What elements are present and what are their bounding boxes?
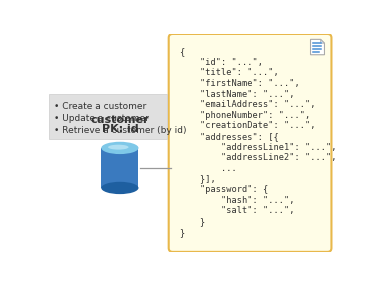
Text: "password": {: "password": {	[179, 185, 268, 194]
Polygon shape	[320, 39, 324, 43]
Text: "title": "...",: "title": "...",	[179, 68, 279, 77]
Text: • Retrieve a customer (by id): • Retrieve a customer (by id)	[54, 126, 186, 135]
Text: "salt": "...",: "salt": "...",	[179, 206, 294, 215]
Text: }: }	[179, 228, 184, 237]
FancyBboxPatch shape	[169, 34, 332, 252]
FancyBboxPatch shape	[101, 148, 138, 188]
Text: "addresses": [{: "addresses": [{	[179, 132, 279, 141]
Text: }: }	[179, 217, 205, 226]
Ellipse shape	[108, 145, 128, 150]
Text: ...: ...	[179, 164, 236, 173]
Text: "addressLine2": "...",: "addressLine2": "...",	[179, 153, 336, 162]
Polygon shape	[310, 39, 324, 55]
Text: • Update a customer: • Update a customer	[54, 114, 149, 123]
Ellipse shape	[101, 182, 138, 194]
Text: "hash": "...",: "hash": "...",	[179, 196, 294, 205]
FancyBboxPatch shape	[49, 94, 167, 139]
Ellipse shape	[101, 142, 138, 154]
Text: }],: }],	[179, 175, 215, 184]
Text: {: {	[179, 47, 184, 56]
Text: customer: customer	[91, 115, 149, 125]
Text: PK: id: PK: id	[101, 124, 138, 134]
Text: "creationDate": "...",: "creationDate": "...",	[179, 121, 315, 130]
Text: "id": "...",: "id": "...",	[179, 58, 263, 67]
Text: "phoneNumber": "...",: "phoneNumber": "...",	[179, 111, 310, 120]
Text: • Create a customer: • Create a customer	[54, 102, 146, 112]
Text: "firstName": "...",: "firstName": "...",	[179, 79, 300, 88]
Text: "emailAddress": "...",: "emailAddress": "...",	[179, 100, 315, 109]
Text: "addressLine1": "...",: "addressLine1": "...",	[179, 143, 336, 152]
Text: "lastName": "...",: "lastName": "...",	[179, 89, 294, 98]
